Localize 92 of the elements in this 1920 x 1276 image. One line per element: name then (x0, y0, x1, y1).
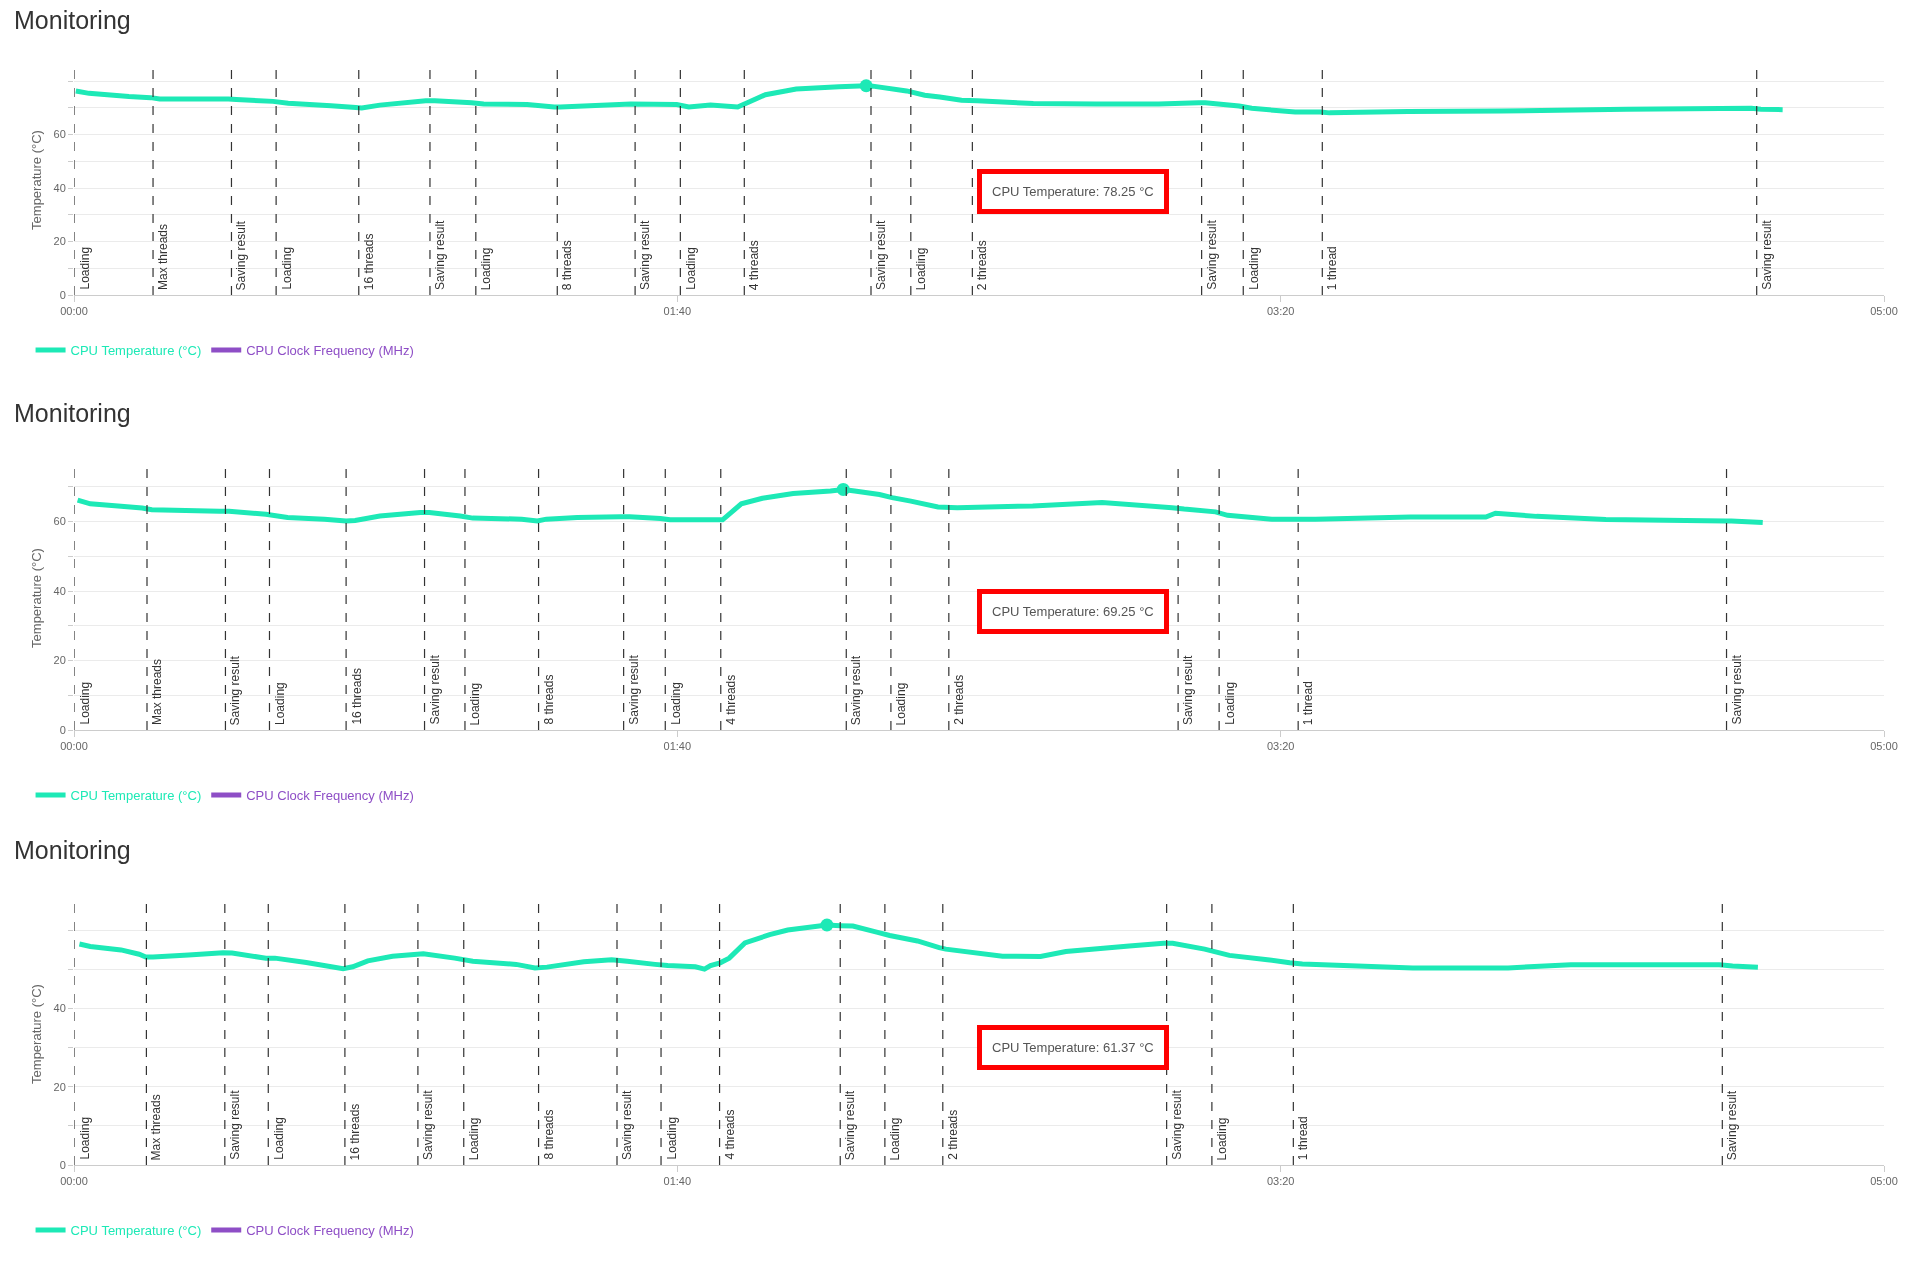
ref-line-label: Saving result (874, 219, 888, 290)
ref-line-label: Max threads (149, 1094, 164, 1161)
ref-line-label: Loading (479, 247, 494, 291)
x-tick-label: 01:40 (663, 305, 692, 318)
ref-line-label: Loading (664, 1116, 679, 1160)
ref-line-label: Saving result (432, 219, 447, 290)
ref-line-label: Saving result (1725, 1090, 1740, 1161)
y-axis-title: Temperature (°C) (29, 984, 45, 1084)
ref-line-label: Saving result (849, 655, 864, 726)
legend-label: CPU Temperature (°C) (70, 1223, 202, 1239)
ref-line-label: Saving result (427, 654, 442, 725)
ref-line-label: Saving result (420, 1089, 435, 1160)
ref-line-label: Saving result (843, 1090, 858, 1161)
legend-label: CPU Clock Frequency (MHz) (246, 1223, 414, 1239)
chart-title: Monitoring (14, 836, 131, 864)
chart-title: Monitoring (14, 6, 131, 34)
ref-line-label: 8 threads (560, 240, 575, 291)
y-tick-label: 60 (53, 128, 66, 141)
y-tick-label: 40 (53, 181, 66, 194)
ref-line-label: Loading (888, 1117, 903, 1161)
y-axis-title: Temperature (°C) (29, 130, 45, 230)
ref-line-label: Loading (683, 247, 698, 290)
ref-line-label: Loading (1246, 247, 1261, 290)
ref-line-label: Loading (1215, 1117, 1230, 1161)
y-tick-label: 20 (53, 235, 66, 248)
y-tick-label: 0 (59, 288, 66, 301)
ref-line-label: Loading (894, 682, 909, 726)
ref-line-label: Loading (271, 1117, 286, 1160)
ref-line-label: 1 thread (1301, 681, 1316, 726)
ref-line-label: Saving result (227, 1089, 242, 1160)
ref-line-label: Saving result (1169, 1089, 1184, 1160)
x-tick-label: 03:20 (1266, 305, 1295, 318)
ref-line-label: 16 threads (362, 233, 377, 291)
ref-line-label: 16 threads (348, 1103, 363, 1161)
y-axis-title: Temperature (°C) (29, 548, 45, 648)
ref-line-label: Max threads (150, 658, 164, 725)
ref-line-label: Saving result (620, 1089, 634, 1160)
ref-line-label: Saving result (234, 220, 249, 291)
ref-line-label: Loading (467, 1117, 482, 1161)
x-tick-label: 00:00 (60, 305, 88, 318)
y-tick-label: 40 (53, 1002, 66, 1015)
annotation: CPU Temperature: 61.37 °C (992, 1040, 1154, 1055)
ref-line-label: Loading (668, 682, 683, 725)
x-tick-label: 00:00 (60, 740, 88, 753)
ref-line-label: Loading (77, 681, 92, 725)
ref-line-label: 1 thread (1296, 1116, 1311, 1161)
ref-line-label: 8 threads (541, 1109, 556, 1160)
annotation: CPU Temperature: 78.25 °C (992, 184, 1154, 199)
ref-line-label: 16 threads (349, 667, 364, 725)
ref-line-label: Loading (468, 682, 483, 726)
legend-label: CPU Clock Frequency (MHz) (246, 343, 414, 359)
ref-line-label: 2 threads (945, 1109, 960, 1160)
x-tick-label: 00:00 (60, 1175, 88, 1188)
ref-line-label: 8 threads (541, 674, 556, 725)
ref-line-label: Loading (272, 682, 287, 725)
ref-line-label: Saving result (1181, 655, 1196, 726)
ref-line-label: Loading (77, 1116, 92, 1160)
y-tick-label: 40 (53, 584, 66, 597)
ref-line-label: 2 threads (951, 674, 966, 725)
ref-line-label: Saving result (638, 220, 653, 291)
legend-label: CPU Temperature (°C) (70, 788, 202, 804)
y-tick-label: 0 (59, 723, 66, 736)
ref-line-label: 2 threads (975, 240, 990, 291)
x-tick-label: 03:20 (1266, 740, 1295, 753)
ref-line-label: Saving result (1204, 219, 1219, 290)
ref-line-label: Loading (914, 247, 929, 291)
chart-title: Monitoring (14, 399, 131, 427)
ref-line-label: 4 threads (722, 1109, 737, 1160)
x-tick-label: 05:00 (1870, 740, 1898, 753)
ref-line-label: Saving result (228, 655, 243, 726)
ref-line-label: 4 threads (723, 674, 738, 725)
x-tick-label: 05:00 (1870, 1175, 1898, 1188)
ref-line-label: Saving result (626, 654, 641, 725)
legend-label: CPU Clock Frequency (MHz) (246, 788, 414, 804)
y-tick-label: 0 (59, 1158, 66, 1171)
ref-line-label: Loading (77, 246, 92, 290)
x-tick-label: 05:00 (1870, 305, 1898, 318)
y-tick-label: 20 (53, 654, 66, 667)
ref-line-label: Loading (279, 246, 294, 290)
x-tick-label: 01:40 (663, 1175, 692, 1188)
ref-line-label: Max threads (156, 224, 171, 291)
ref-line-label: Loading (1222, 681, 1237, 725)
ref-line-label: 4 threads (747, 240, 762, 291)
x-tick-label: 03:20 (1266, 1175, 1295, 1188)
annotation: CPU Temperature: 69.25 °C (992, 604, 1154, 619)
ref-line-label: 1 thread (1325, 246, 1340, 291)
y-tick-label: 20 (53, 1080, 66, 1093)
y-tick-label: 60 (53, 515, 66, 528)
ref-line-label: Saving result (1759, 219, 1774, 290)
ref-line-label: Saving result (1729, 654, 1744, 725)
x-tick-label: 01:40 (663, 740, 692, 753)
legend-label: CPU Temperature (°C) (70, 343, 202, 359)
